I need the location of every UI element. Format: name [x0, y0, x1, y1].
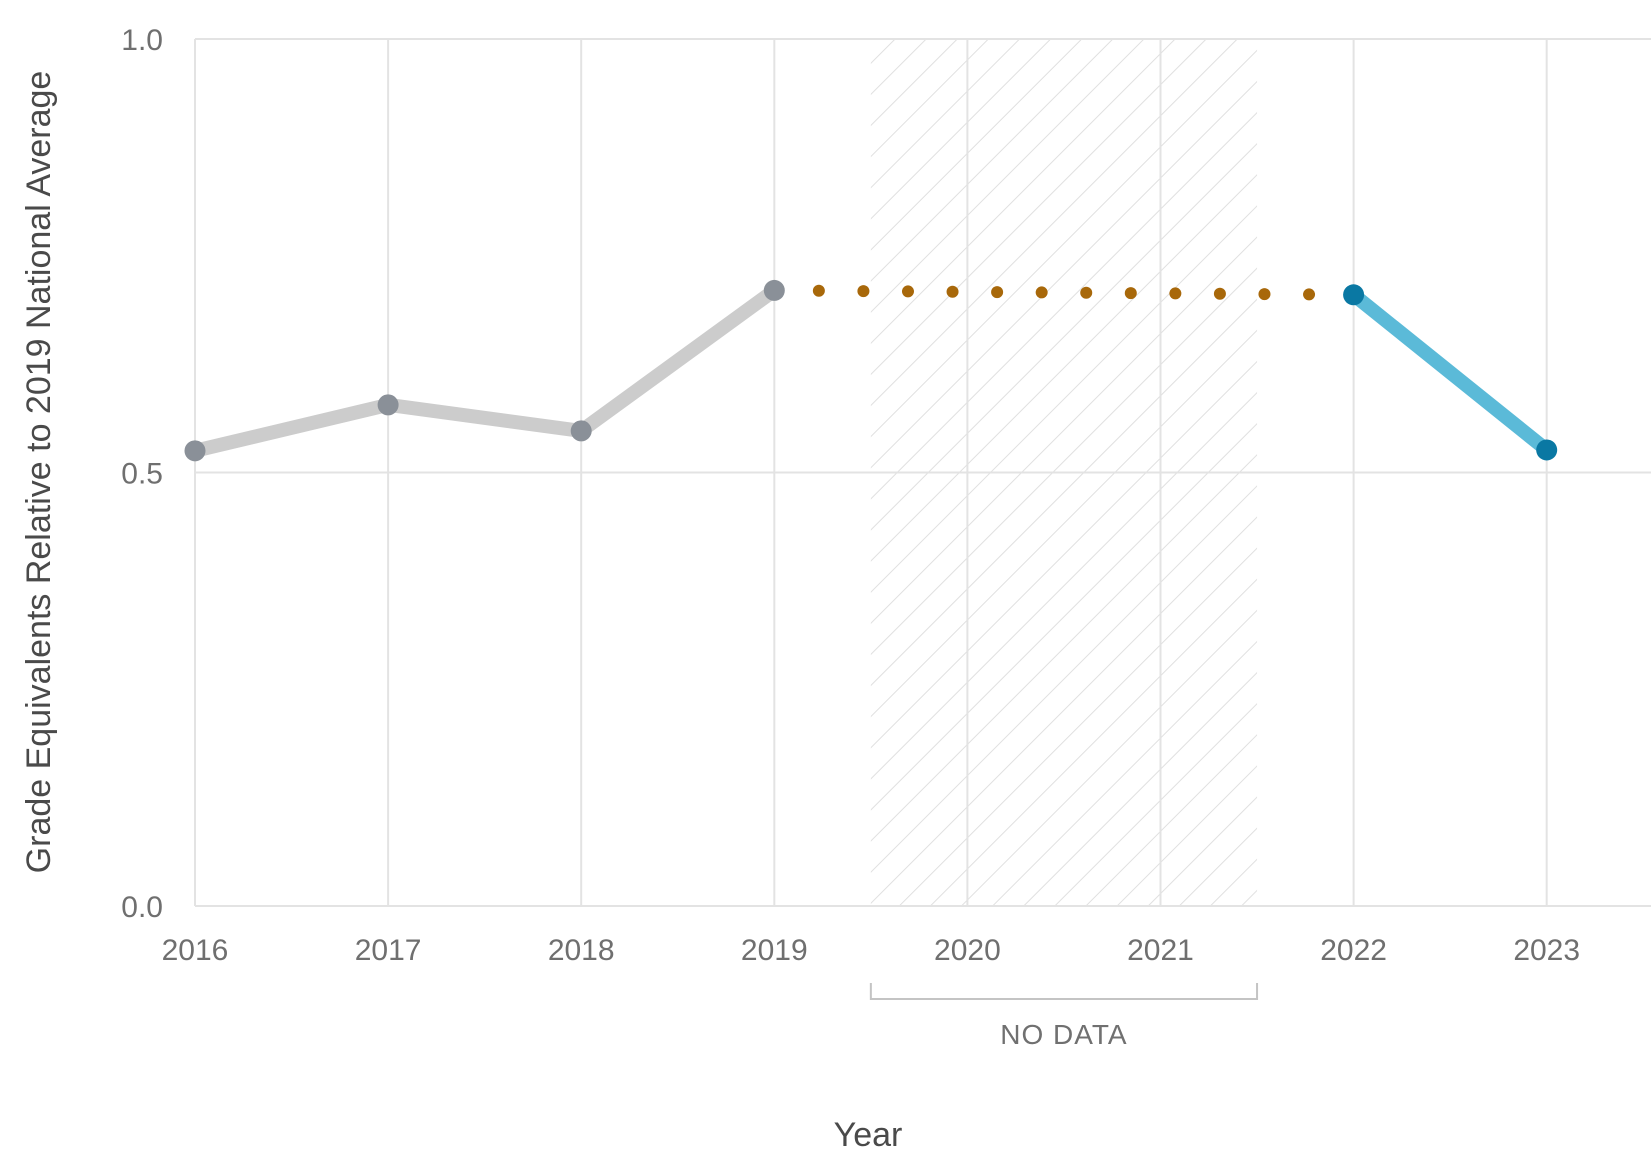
series-1-dot	[812, 284, 825, 297]
data-point-2016	[184, 440, 206, 462]
series-2-line	[1346, 287, 1554, 457]
series-1-dot	[1303, 288, 1316, 301]
data-point-2018	[570, 420, 592, 442]
x-tick-label-2017: 2017	[355, 934, 422, 967]
series-1-dot	[901, 285, 914, 298]
series-0-line	[188, 283, 782, 458]
series-1-dot	[946, 285, 959, 298]
series-1-dot	[857, 285, 870, 298]
x-axis-title: Year	[834, 1116, 903, 1154]
no-data-bracket	[869, 983, 1259, 1000]
annotations: NO DATA	[869, 983, 1259, 1050]
x-tick-label-2019: 2019	[741, 934, 808, 967]
x-tick-label-2020: 2020	[934, 934, 1001, 967]
x-tick-label-2018: 2018	[548, 934, 615, 967]
x-tick-label-2021: 2021	[1127, 934, 1194, 967]
series	[188, 283, 1554, 458]
y-tick-label-0.0: 0.0	[121, 891, 163, 924]
x-tick-label-2016: 2016	[162, 934, 229, 967]
series-1-dot	[1035, 286, 1048, 299]
data-point-2022	[1343, 284, 1365, 306]
y-tick-label-1.0: 1.0	[121, 24, 163, 57]
series-1-dot	[1169, 287, 1182, 300]
x-tick-label-2023: 2023	[1513, 934, 1580, 967]
x-tick-label-2022: 2022	[1320, 934, 1387, 967]
markers	[184, 279, 1558, 462]
data-point-2019	[763, 279, 785, 301]
series-1-dot	[1124, 287, 1137, 300]
series-1-dot	[1080, 286, 1093, 299]
tick-labels: 2016 2017 2018 2019 2020 2021 2022 2023 0.0 0.5 1.…	[121, 24, 1580, 967]
series-1-dot	[1213, 287, 1226, 300]
series-1-dot	[991, 286, 1004, 299]
grid	[194, 38, 1651, 907]
y-axis-title: Grade Equivalents Relative to 2019 Natio…	[20, 71, 58, 874]
series-1-dot	[1258, 288, 1271, 301]
no-data-label: NO DATA	[1000, 1019, 1127, 1050]
y-tick-label-0.5: 0.5	[121, 458, 163, 491]
data-point-2017	[377, 394, 399, 416]
data-point-2023	[1536, 439, 1558, 461]
